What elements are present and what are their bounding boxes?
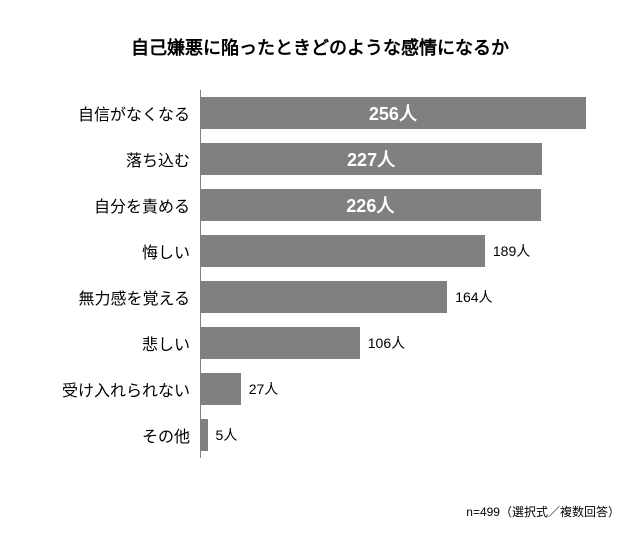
bar: 227人 [200,143,542,175]
category-label: 悲しい [28,331,200,355]
bar-area: 189人 [200,235,610,267]
bar: 27人 [200,373,241,405]
bar: 189人 [200,235,485,267]
bar-value-label: 27人 [249,379,279,399]
chart-row: 悔しい189人 [28,228,610,274]
bar-area: 227人 [200,143,610,175]
bar-area: 27人 [200,373,610,405]
category-label: 落ち込む [28,147,200,171]
chart-title: 自己嫌悪に陥ったときどのような感情になるか [28,34,612,60]
footnote: n=499（選択式／複数回答） [466,503,620,520]
bar-area: 226人 [200,189,610,221]
bar-value-label: 106人 [368,333,405,353]
bar-value-label: 5人 [216,425,238,445]
category-label: 無力感を覚える [28,285,200,309]
chart-row: 自信がなくなる 256人 [28,90,610,136]
category-label: 自信がなくなる [28,101,200,125]
category-label: 悔しい [28,239,200,263]
bar-area: 106人 [200,327,610,359]
category-label: その他 [28,423,200,447]
bar: 164人 [200,281,447,313]
category-label: 受け入れられない [28,377,200,401]
bar-value-label: 227人 [347,146,395,172]
bar-value-label: 164人 [455,287,492,307]
bar-area: 5人 [200,419,610,451]
chart-area: 自信がなくなる256人落ち込む227人自分を責める226人悔しい189人無力感を… [28,90,610,458]
bar-value-label: 256人 [369,100,417,126]
bar-area: 164人 [200,281,610,313]
chart-row: 自分を責める 226人 [28,182,610,228]
bar: 256人 [200,97,586,129]
chart-row: その他5人 [28,412,610,458]
bar-value-label: 189人 [493,241,530,261]
bar-area: 256人 [200,97,610,129]
bar: 226人 [200,189,541,221]
chart-row: 受け入れられない27人 [28,366,610,412]
category-label: 自分を責める [28,193,200,217]
bar: 5人 [200,419,208,451]
chart-row: 落ち込む 227人 [28,136,610,182]
bar-value-label: 226人 [346,192,394,218]
chart-row: 無力感を覚える164人 [28,274,610,320]
chart-row: 悲しい106人 [28,320,610,366]
bar: 106人 [200,327,360,359]
